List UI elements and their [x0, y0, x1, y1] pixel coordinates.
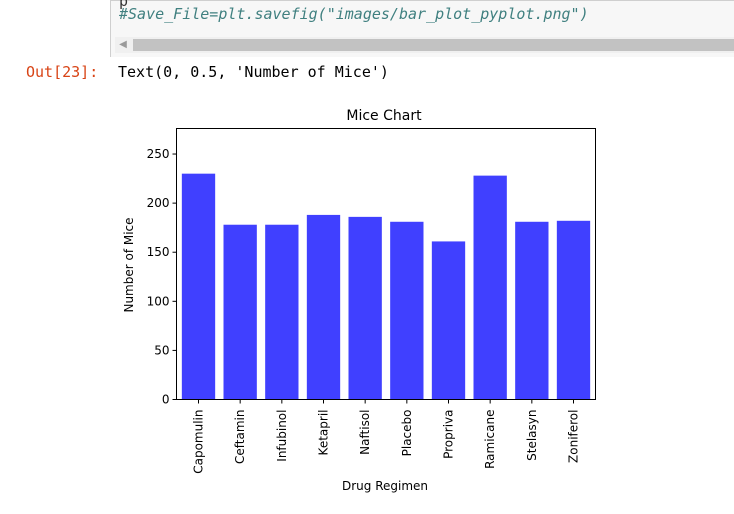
bar-ketapril — [306, 214, 341, 400]
code-line-savefig-comment: #Save_File=plt.savefig("images/bar_plot_… — [119, 5, 589, 23]
bar-capomulin — [181, 173, 216, 400]
x-tick-label: Infubinol — [275, 410, 289, 462]
x-axis-label: Drug Regimen — [342, 479, 428, 493]
x-tick-label: Zoniferol — [567, 410, 581, 463]
x-tick-label: Placebo — [400, 410, 414, 457]
output-text: Text(0, 0.5, 'Number of Mice') — [118, 63, 389, 81]
y-tick-label: 100 — [147, 294, 170, 308]
y-tick-label: 250 — [147, 147, 170, 161]
output-prompt: Out[23]: — [26, 63, 99, 81]
scrollbar-thumb[interactable] — [133, 39, 734, 51]
x-axis: Capomulin Ceftamin Infubinol Ketapril Naftis… — [192, 399, 581, 474]
bar-ceftamin — [223, 224, 257, 400]
bar-naftisol — [348, 216, 382, 400]
x-tick-label: Naftisol — [358, 410, 372, 455]
bar-group — [181, 173, 591, 400]
y-tick-label: 150 — [147, 245, 170, 259]
x-tick-label: Propriva — [442, 410, 456, 459]
bar-propriva — [431, 241, 466, 400]
x-tick-label: Capomulin — [192, 410, 206, 474]
bar-zoniferol — [556, 220, 591, 400]
y-axis-label: Number of Mice — [122, 217, 136, 312]
chart-title: Mice Chart — [346, 108, 422, 124]
plot-frame — [176, 128, 596, 400]
x-tick-label: Ketapril — [317, 410, 331, 456]
y-tick-label: 200 — [147, 196, 170, 210]
horizontal-scrollbar[interactable]: ◀ — [115, 37, 734, 53]
code-input-cell[interactable]: p #Save_File=plt.savefig("images/bar_plo… — [110, 0, 734, 57]
y-tick-label: 50 — [154, 343, 169, 357]
code-line-partial: p — [119, 0, 129, 10]
bar-stelasyn — [515, 221, 549, 400]
bar-infubinol — [265, 224, 299, 400]
x-tick-label: Ramicane — [483, 410, 497, 469]
y-tick-label: 0 — [162, 393, 170, 407]
bar-ramicane — [473, 175, 507, 400]
x-tick-label: Stelasyn — [525, 410, 539, 461]
bar-placebo — [390, 221, 424, 400]
y-axis: 0 50 100 150 200 250 — [147, 147, 177, 407]
x-tick-label: Ceftamin — [233, 410, 247, 464]
scroll-left-arrow-icon[interactable]: ◀ — [115, 37, 131, 53]
